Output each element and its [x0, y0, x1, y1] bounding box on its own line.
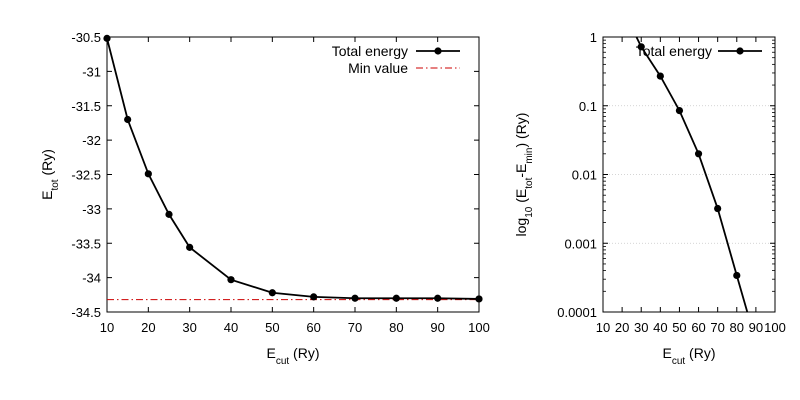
- x-tick-label: 10: [100, 320, 114, 335]
- y-tick-label: 0.0001: [557, 305, 597, 320]
- total-energy-line: [635, 37, 749, 312]
- total-energy-point: [675, 107, 684, 115]
- total-energy-line: [106, 38, 480, 300]
- y-axis-title-sub-min: min: [524, 148, 535, 164]
- y-tick-label: 0.1: [579, 99, 597, 114]
- legend-label-min-value: Min value: [348, 60, 408, 76]
- y-tick-label: -33.5: [71, 236, 101, 251]
- legend-label-total-energy: Total energy: [636, 43, 712, 59]
- total-energy-point: [268, 289, 276, 297]
- total-energy-point: [186, 243, 194, 251]
- x-axis-title-subscript: cut: [276, 356, 290, 367]
- x-tick-label: 90: [430, 320, 444, 335]
- x-tick-label: 50: [265, 320, 279, 335]
- total-energy-point: [434, 294, 442, 302]
- y-tick-label: -31.5: [71, 99, 101, 114]
- x-tick-label: 10: [596, 320, 610, 335]
- x-tick-label: 80: [730, 320, 744, 335]
- y-axis-title: log10 (Etot-Emin) (Ry): [513, 113, 535, 237]
- y-axis-title: Etot (Ry): [39, 149, 61, 200]
- x-tick-label: 40: [653, 320, 667, 335]
- y-axis-title-log: log: [513, 218, 529, 237]
- x-axis-title-main: E: [662, 345, 671, 361]
- x-axis-title: Ecut (Ry): [662, 345, 715, 367]
- y-tick-label: 1: [590, 30, 597, 45]
- x-tick-label: 100: [764, 320, 786, 335]
- legend-marker-total-energy: [736, 47, 744, 55]
- total-energy-point: [144, 170, 152, 178]
- x-tick-label: 40: [224, 320, 238, 335]
- total-energy-point: [392, 294, 400, 302]
- x-tick-label: 50: [672, 320, 686, 335]
- x-axis-title-unit: (Ry): [289, 345, 319, 361]
- y-axis-title-main: E: [39, 191, 55, 200]
- total-energy-point: [165, 210, 173, 218]
- x-axis-title-unit: (Ry): [685, 345, 715, 361]
- total-energy-point: [310, 293, 318, 301]
- total-energy-point: [227, 276, 235, 284]
- plot-frame: [602, 36, 776, 313]
- legend-marker-total-energy: [434, 47, 442, 55]
- y-axis-title-sub-tot: tot: [524, 177, 535, 188]
- energy-vs-cutoff-panel: 10 20 30 40 50 60 70 80 90 100 -30.5 -31 -31.5 -32 -32…: [39, 30, 490, 367]
- y-axis-title-subscript: tot: [50, 179, 61, 190]
- x-tick-label: 60: [306, 320, 320, 335]
- total-energy-point: [656, 72, 664, 80]
- y-tick-label: -30.5: [71, 30, 101, 45]
- y-tick-label: 0.01: [572, 168, 597, 183]
- y-axis-title-log-base: 10: [524, 206, 535, 218]
- x-tick-label: 100: [468, 320, 490, 335]
- total-energy-point: [103, 34, 111, 42]
- x-tick-label: 70: [348, 320, 362, 335]
- legend-label-total-energy: Total energy: [332, 43, 408, 59]
- total-energy-point: [124, 115, 132, 124]
- total-energy-point: [475, 295, 483, 303]
- total-energy-point: [733, 271, 741, 280]
- total-energy-point: [714, 204, 722, 213]
- x-tick-label: 70: [710, 320, 724, 335]
- x-axis-title: Ecut (Ry): [266, 345, 319, 367]
- x-tick-label: 20: [141, 320, 155, 335]
- y-tick-label: -31: [82, 64, 101, 79]
- x-axis-title-main: E: [266, 345, 275, 361]
- y-tick-label: -33: [82, 202, 101, 217]
- total-energy-point: [637, 43, 645, 51]
- y-tick-label: 0.001: [564, 236, 597, 251]
- y-axis-title-minus-e: -E: [513, 164, 529, 178]
- x-axis-title-subscript: cut: [672, 356, 686, 367]
- y-axis-title-unit: (Ry): [39, 149, 55, 179]
- total-energy-point: [351, 294, 359, 302]
- plot-frame: [106, 36, 480, 313]
- y-tick-label: -32.5: [71, 168, 101, 183]
- x-tick-label: 20: [615, 320, 629, 335]
- x-tick-label: 80: [389, 320, 403, 335]
- y-tick-label: -34: [82, 271, 101, 286]
- total-energy-point: [694, 150, 703, 158]
- log-energy-difference-panel: 10 20 30 40 50 60 70 80 90 100 1 0.1 0.01 0.001 0.0001…: [513, 30, 786, 367]
- y-tick-label: -32: [82, 133, 101, 148]
- x-tick-label: 60: [691, 320, 705, 335]
- y-axis-title-unit: ) (Ry): [513, 113, 529, 148]
- y-axis-title-e: (E: [513, 189, 529, 207]
- x-tick-label: 90: [749, 320, 763, 335]
- y-tick-label: -34.5: [71, 305, 101, 320]
- x-tick-label: 30: [182, 320, 196, 335]
- x-tick-label: 30: [634, 320, 648, 335]
